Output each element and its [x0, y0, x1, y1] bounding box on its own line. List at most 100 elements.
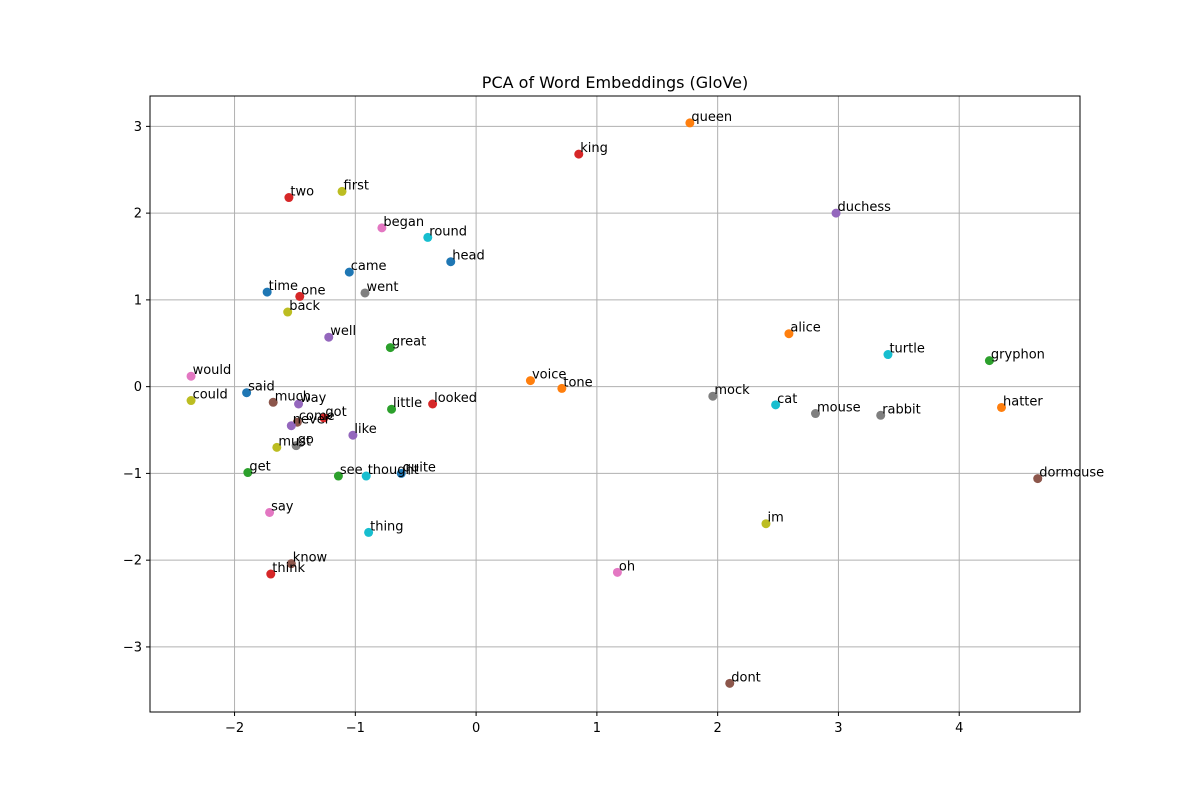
data-point-thing — [364, 527, 374, 537]
point-label-little: little — [393, 396, 422, 411]
point-label-dont: dont — [731, 670, 761, 685]
data-point-could — [186, 396, 196, 406]
data-point-came — [344, 267, 354, 277]
plot-frame — [149, 95, 1081, 713]
x-tick-label: 2 — [714, 721, 722, 736]
point-label-know: know — [293, 551, 328, 566]
data-point-think — [266, 569, 276, 579]
y-tick-label: −1 — [123, 467, 142, 482]
data-point-tone — [557, 383, 567, 393]
point-label-dormouse: dormouse — [1039, 466, 1104, 481]
chart-title: PCA of Word Embeddings (GloVe) — [482, 73, 748, 92]
point-label-would: would — [193, 363, 232, 378]
data-point-time — [262, 287, 272, 297]
data-point-much — [268, 397, 278, 407]
point-label-began: began — [383, 215, 424, 230]
data-point-looked — [428, 399, 438, 409]
data-point-got — [319, 413, 329, 423]
point-label-two: two — [290, 185, 314, 200]
data-point-began — [377, 223, 387, 233]
data-point-gryphon — [984, 356, 994, 366]
data-point-head — [446, 257, 456, 267]
point-label-could: could — [193, 388, 228, 403]
point-label-like: like — [354, 422, 376, 437]
data-point-oh — [612, 567, 622, 577]
point-label-hatter: hatter — [1003, 394, 1043, 409]
point-label-tone: tone — [563, 375, 592, 390]
point-label-came: came — [351, 259, 387, 274]
y-tick-label: 1 — [134, 293, 142, 308]
x-tick-label: 4 — [955, 721, 963, 736]
data-point-back — [283, 307, 293, 317]
data-point-never — [286, 421, 296, 431]
point-label-never: never — [293, 413, 331, 428]
data-point-rabbit — [876, 410, 886, 420]
data-point-voice — [525, 376, 535, 386]
point-label-queen: queen — [691, 110, 732, 125]
x-tick-label: 1 — [593, 721, 601, 736]
data-point-must — [272, 442, 282, 452]
point-label-thing: thing — [370, 519, 403, 534]
data-point-two — [284, 193, 294, 203]
data-point-turtle — [883, 350, 893, 360]
data-point-go — [291, 441, 301, 451]
data-point-know — [286, 559, 296, 569]
point-label-got: got — [325, 405, 346, 420]
point-label-first: first — [344, 178, 369, 193]
grid-lines — [150, 96, 1080, 712]
y-tick-label: 0 — [134, 380, 142, 395]
point-label-said: said — [248, 380, 275, 395]
point-label-time: time — [269, 279, 298, 294]
x-tick-label: 0 — [472, 721, 480, 736]
data-point-mouse — [810, 409, 820, 419]
data-point-king — [574, 149, 584, 159]
point-label-turtle: turtle — [889, 342, 924, 357]
point-label-come: come — [299, 409, 335, 424]
point-label-go: go — [298, 433, 314, 448]
point-label-much: much — [275, 389, 311, 404]
point-label-looked: looked — [434, 391, 477, 406]
y-tick-label: 3 — [134, 120, 142, 135]
point-label-oh: oh — [619, 559, 635, 574]
data-point-alice — [784, 329, 794, 339]
point-labels: queen king duchess first two began round head ca… — [193, 110, 1105, 685]
point-label-say: say — [271, 499, 294, 514]
data-point-duchess — [831, 208, 841, 218]
point-label-voice: voice — [532, 368, 566, 383]
point-label-one: one — [301, 283, 325, 298]
data-point-thought — [361, 471, 371, 481]
x-tick-label: −2 — [225, 721, 244, 736]
data-point-like — [348, 430, 358, 440]
point-label-cat: cat — [777, 392, 797, 407]
data-points — [186, 118, 1043, 688]
x-tick-label: −1 — [346, 721, 365, 736]
data-point-went — [360, 288, 370, 298]
point-label-king: king — [580, 141, 608, 156]
point-label-must: must — [278, 434, 311, 449]
point-label-rabbit: rabbit — [882, 402, 921, 417]
data-point-said — [242, 388, 252, 398]
data-point-well — [324, 332, 334, 342]
point-label-quite: quite — [403, 460, 436, 475]
point-label-round: round — [429, 224, 467, 239]
point-label-way: way — [300, 391, 327, 406]
data-point-first — [337, 186, 347, 196]
axis-ticks: −2 −1 0 1 2 3 4 −3 −2 −1 0 1 2 3 — [123, 120, 964, 736]
data-point-cat — [771, 400, 781, 410]
data-point-quite — [396, 468, 406, 478]
data-point-way — [294, 399, 304, 409]
data-point-dont — [725, 678, 735, 688]
point-label-see: see — [340, 463, 363, 478]
point-label-great: great — [392, 335, 426, 350]
data-point-queen — [685, 118, 695, 128]
data-point-great — [385, 343, 395, 353]
point-label-mouse: mouse — [817, 401, 861, 416]
data-point-see — [333, 471, 343, 481]
point-label-gryphon: gryphon — [991, 348, 1045, 363]
point-label-mock: mock — [714, 383, 750, 398]
point-label-well: well — [330, 324, 356, 339]
point-label-head: head — [452, 249, 484, 264]
point-label-duchess: duchess — [838, 200, 892, 215]
data-point-one — [295, 291, 305, 301]
